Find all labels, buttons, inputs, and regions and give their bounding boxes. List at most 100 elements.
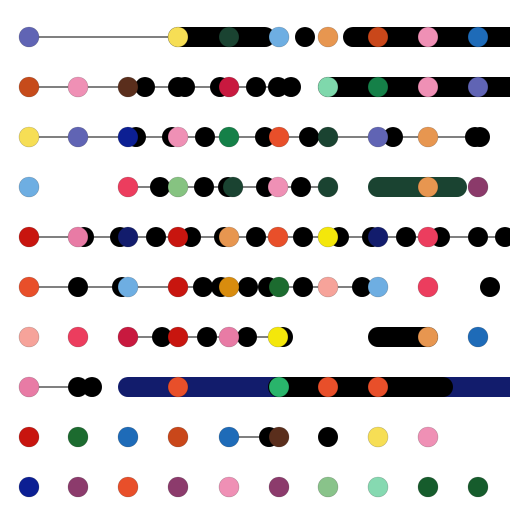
colored-node xyxy=(467,176,489,198)
colored-node xyxy=(167,476,189,498)
colored-node xyxy=(18,426,40,448)
black-node xyxy=(299,127,319,147)
colored-node xyxy=(317,26,339,48)
colored-node xyxy=(67,126,89,148)
colored-node xyxy=(317,376,339,398)
black-node xyxy=(436,27,456,47)
bar-segment xyxy=(268,377,453,397)
colored-node xyxy=(417,26,439,48)
colored-node xyxy=(218,476,240,498)
colored-node xyxy=(67,426,89,448)
colored-node xyxy=(467,326,489,348)
black-node xyxy=(383,127,403,147)
black-node xyxy=(195,127,215,147)
colored-node xyxy=(222,176,244,198)
colored-node xyxy=(117,176,139,198)
colored-node xyxy=(367,226,389,248)
colored-node xyxy=(167,126,189,148)
colored-node xyxy=(117,326,139,348)
black-node xyxy=(255,127,275,147)
black-node xyxy=(495,227,510,247)
colored-node xyxy=(117,476,139,498)
black-node xyxy=(396,227,416,247)
colored-node xyxy=(367,26,389,48)
colored-node xyxy=(117,276,139,298)
bar-segment xyxy=(318,77,510,97)
colored-node xyxy=(317,476,339,498)
colored-node xyxy=(67,76,89,98)
black-node xyxy=(146,227,166,247)
colored-node xyxy=(117,226,139,248)
colored-node xyxy=(218,326,240,348)
black-node xyxy=(246,227,266,247)
black-node xyxy=(470,127,490,147)
black-node xyxy=(246,77,266,97)
colored-node xyxy=(218,426,240,448)
black-node xyxy=(480,277,500,297)
colored-node xyxy=(417,326,439,348)
colored-node xyxy=(268,476,290,498)
colored-node xyxy=(467,476,489,498)
black-node xyxy=(152,327,172,347)
colored-node xyxy=(67,226,89,248)
colored-node xyxy=(267,176,289,198)
black-node xyxy=(495,27,510,47)
colored-node xyxy=(367,476,389,498)
black-node xyxy=(281,77,301,97)
colored-node xyxy=(18,276,40,298)
colored-node xyxy=(268,376,290,398)
colored-node xyxy=(218,26,240,48)
black-node xyxy=(468,227,488,247)
colored-node xyxy=(417,126,439,148)
colored-node xyxy=(417,476,439,498)
colored-node xyxy=(117,426,139,448)
colored-node xyxy=(18,226,40,248)
black-node xyxy=(346,27,366,47)
colored-node xyxy=(268,276,290,298)
colored-node xyxy=(18,376,40,398)
colored-node xyxy=(67,476,89,498)
black-node xyxy=(194,177,214,197)
black-node xyxy=(237,327,257,347)
colored-node xyxy=(317,226,339,248)
colored-node xyxy=(167,226,189,248)
black-node xyxy=(318,427,338,447)
black-node xyxy=(293,277,313,297)
colored-node xyxy=(317,276,339,298)
colored-node xyxy=(167,376,189,398)
colored-node xyxy=(317,76,339,98)
black-node xyxy=(68,377,88,397)
black-node xyxy=(197,327,217,347)
colored-node xyxy=(268,426,290,448)
colored-node xyxy=(317,176,339,198)
colored-node xyxy=(167,26,189,48)
black-node xyxy=(352,277,372,297)
black-node xyxy=(150,177,170,197)
colored-node xyxy=(267,326,289,348)
colored-node xyxy=(18,326,40,348)
black-node xyxy=(291,177,311,197)
black-node xyxy=(398,27,418,47)
colored-node xyxy=(18,476,40,498)
bar-segment xyxy=(368,177,467,197)
colored-node xyxy=(167,176,189,198)
black-node xyxy=(193,277,213,297)
colored-node xyxy=(218,276,240,298)
colored-node xyxy=(218,76,240,98)
row-8 xyxy=(18,376,510,398)
colored-node xyxy=(167,276,189,298)
colored-node xyxy=(367,276,389,298)
colored-node xyxy=(417,276,439,298)
rows-layer xyxy=(18,26,510,498)
row-2 xyxy=(18,76,510,98)
colored-node xyxy=(417,176,439,198)
black-node xyxy=(135,77,155,97)
colored-node xyxy=(117,126,139,148)
colored-node xyxy=(467,76,489,98)
colored-node xyxy=(417,426,439,448)
colored-node xyxy=(218,226,240,248)
colored-node xyxy=(367,76,389,98)
row-5 xyxy=(18,226,510,248)
